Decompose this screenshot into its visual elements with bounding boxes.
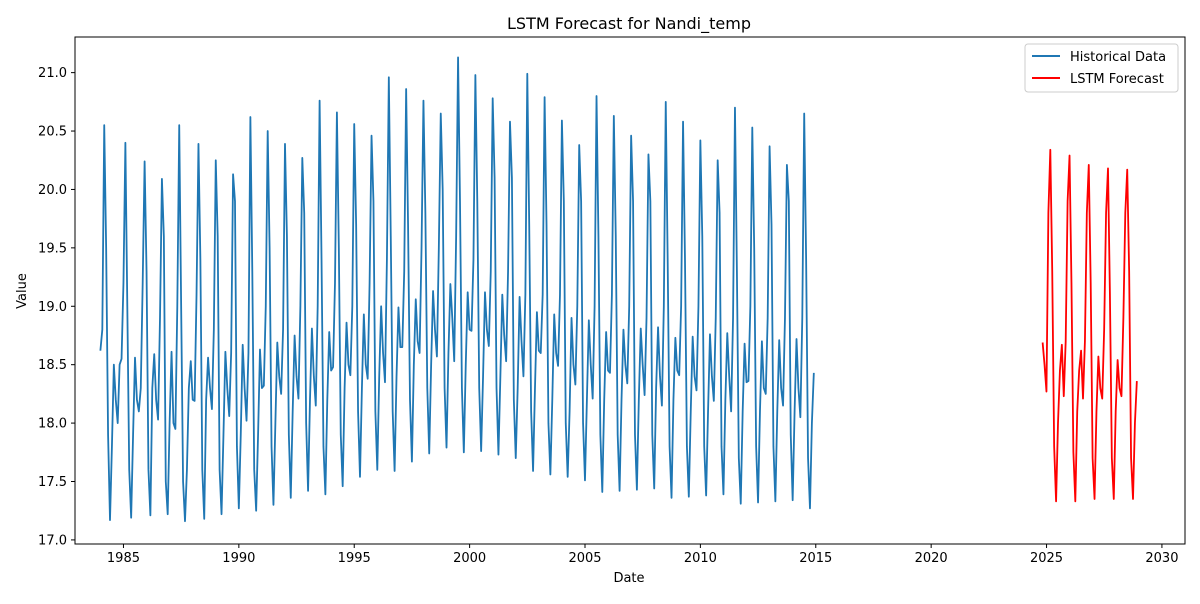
legend: Historical Data LSTM Forecast bbox=[1024, 43, 1179, 93]
y-tick-label: 21.0 bbox=[38, 66, 67, 81]
x-tick-label: 1985 bbox=[107, 551, 140, 566]
axis-ticks: 1985 1990 1995 2000 2005 2010 2015 2020 2025 2030… bbox=[38, 66, 1178, 566]
x-tick-label: 2000 bbox=[453, 551, 486, 566]
legend-label-forecast: LSTM Forecast bbox=[1070, 72, 1164, 87]
y-tick-label: 18.0 bbox=[38, 417, 67, 432]
x-tick-label: 2025 bbox=[1030, 551, 1063, 566]
x-tick-label: 2005 bbox=[568, 551, 601, 566]
y-axis-label: Value bbox=[15, 273, 30, 309]
legend-label-historical: Historical Data bbox=[1070, 50, 1166, 65]
x-tick-label: 2010 bbox=[684, 551, 717, 566]
series-line-forecast bbox=[1041, 148, 1138, 503]
y-tick-label: 19.0 bbox=[38, 300, 67, 315]
x-tick-label: 2030 bbox=[1145, 551, 1178, 566]
legend-frame bbox=[1024, 43, 1179, 93]
series-line-historical bbox=[99, 56, 815, 523]
y-tick-label: 20.5 bbox=[38, 125, 67, 140]
plot-frame bbox=[74, 36, 1186, 545]
x-tick-label: 1995 bbox=[338, 551, 371, 566]
y-tick-label: 20.0 bbox=[38, 183, 67, 198]
y-tick-label: 18.5 bbox=[38, 358, 67, 373]
y-tick-label: 19.5 bbox=[38, 241, 67, 256]
y-tick-label: 17.0 bbox=[38, 533, 67, 548]
plot-series bbox=[99, 56, 1138, 523]
y-tick-label: 17.5 bbox=[38, 475, 67, 490]
x-tick-label: 2015 bbox=[799, 551, 832, 566]
chart-title: LSTM Forecast for Nandi_temp bbox=[507, 14, 751, 34]
x-tick-label: 2020 bbox=[915, 551, 948, 566]
x-tick-label: 1990 bbox=[222, 551, 255, 566]
x-axis-label: Date bbox=[613, 571, 644, 586]
